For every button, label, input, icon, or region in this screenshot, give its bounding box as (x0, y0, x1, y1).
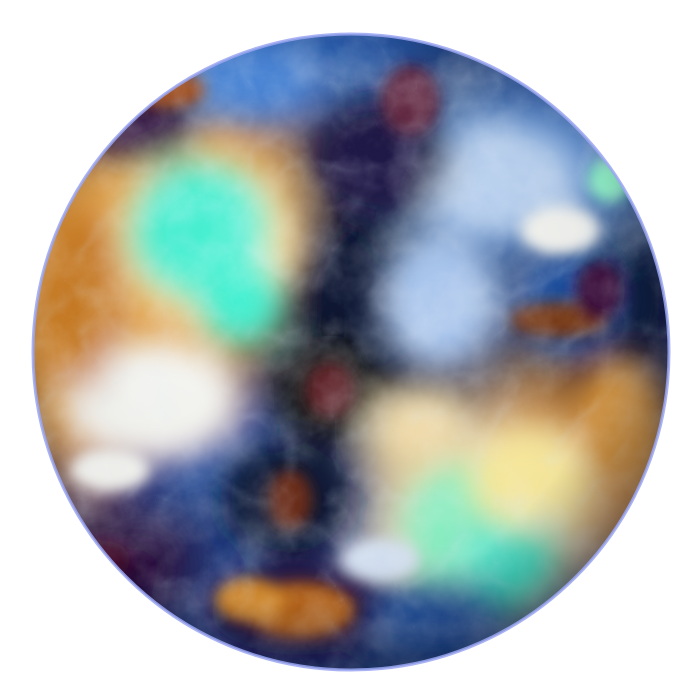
planet-rim (31, 32, 671, 672)
